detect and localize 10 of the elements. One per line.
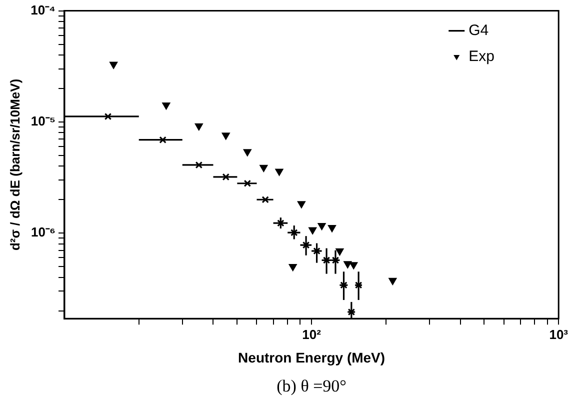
x-tick-label: 10² [302,326,322,342]
legend-label: G4 [468,22,489,39]
y-axis-title: d²σ / dΩ dE (barn/sr/10MeV) [7,78,22,251]
y-tick-label: 10⁻⁶ [31,224,56,240]
x-axis-title: Neutron Energy (MeV) [238,349,386,366]
y-tick-label: 10⁻⁵ [30,114,56,129]
text: (b) θ =90° [276,376,346,396]
x-tick-label: 10³ [549,326,569,342]
legend-label: Exp [468,48,494,65]
y-tick-label: 10⁻⁴ [30,2,56,18]
